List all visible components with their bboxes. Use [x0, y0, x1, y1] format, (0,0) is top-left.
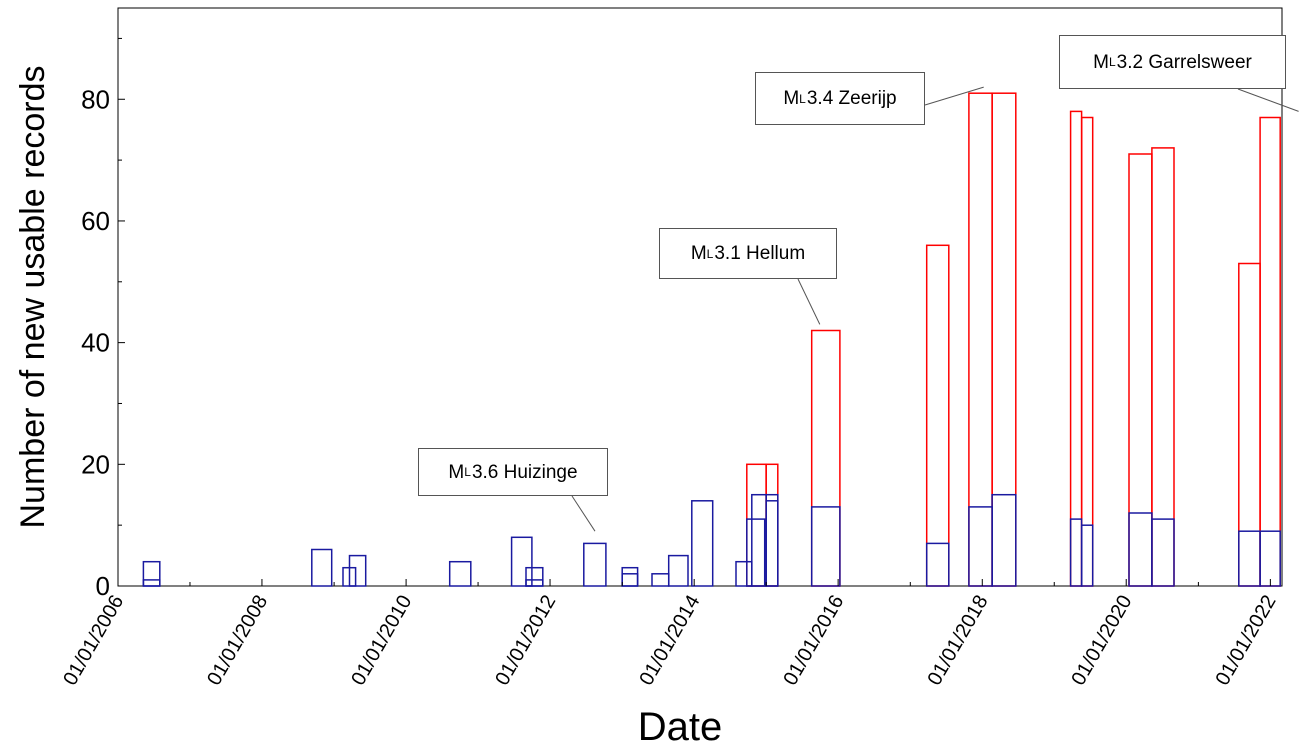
annotation-subscript: L	[1108, 55, 1116, 69]
annotation-prefix: M	[690, 243, 707, 264]
bar-s1-23	[991, 493, 1017, 587]
bar-s1-28	[1238, 530, 1261, 587]
x-tick-label-6: 01/01/2018	[923, 592, 992, 690]
annotation-text: 3.1 Hellum	[714, 243, 806, 264]
bar-s1-25	[1080, 524, 1094, 587]
annotation-leader-0	[571, 495, 596, 532]
annotation-box-1: M L 3.1 Hellum	[659, 228, 837, 279]
bar-s1-22	[968, 506, 993, 587]
bar-s0-3	[925, 244, 950, 587]
bar-s0-0	[746, 463, 767, 587]
bar-s0-9	[1151, 147, 1175, 587]
bar-s0-4	[968, 92, 993, 587]
bar-s0-7	[1080, 116, 1094, 587]
bars-layer	[142, 92, 1281, 587]
bar-s1-10	[621, 566, 639, 587]
bar-s1-26	[1128, 512, 1153, 587]
plot-area-frame	[117, 7, 1283, 587]
bar-s1-1	[142, 579, 161, 587]
annotation-leader-2	[924, 86, 984, 106]
bar-s1-24	[1069, 518, 1083, 587]
bar-s0-10	[1238, 262, 1261, 587]
bar-s0-8	[1128, 153, 1153, 587]
annotation-leaders	[571, 86, 1299, 532]
x-tick-label-2: 01/01/2010	[347, 592, 416, 690]
annotation-prefix: M	[1093, 51, 1109, 73]
annotation-prefix: M	[448, 461, 465, 483]
x-tick-label-7: 01/01/2020	[1067, 592, 1136, 690]
annotation-text: 3.6 Huizinge	[471, 461, 578, 483]
axes-layer: 0 20 40 60 80 01/01/2006 01/01/2008 01/01/2010 0…	[59, 37, 1281, 690]
bar-s0-1	[765, 463, 779, 587]
bar-s1-8	[525, 579, 544, 587]
bar-s1-2	[311, 548, 333, 587]
x-tick-label-5: 01/01/2016	[779, 592, 848, 690]
annotation-text: 3.2 Garrelsweer	[1116, 51, 1252, 73]
x-tick-label-4: 01/01/2014	[635, 592, 704, 690]
y-axis-title: Number of new usable records	[14, 65, 52, 528]
bar-s1-12	[651, 573, 670, 587]
y-tick-label-60: 60	[81, 206, 110, 236]
bar-s1-27	[1151, 518, 1175, 587]
x-tick-label-1: 01/01/2008	[203, 592, 272, 690]
annotation-box-3: M L 3.2 Garrelsweer	[1059, 35, 1286, 89]
y-tick-label-20: 20	[81, 449, 110, 479]
annotation-leader-1	[797, 278, 821, 325]
annotation-box-0: M L 3.6 Huizinge	[418, 448, 608, 496]
bar-s0-11	[1259, 116, 1281, 587]
y-tick-label-40: 40	[81, 328, 110, 358]
y-tick-label-80: 80	[81, 84, 110, 114]
bar-s1-15	[735, 560, 753, 587]
x-tick-label-3: 01/01/2012	[491, 592, 560, 690]
annotation-subscript: L	[464, 465, 471, 479]
y-tick-label-0: 0	[96, 571, 110, 601]
bar-s1-29	[1259, 530, 1281, 587]
bar-s1-6	[510, 536, 533, 587]
bar-s1-11	[621, 573, 639, 587]
annotation-subscript: L	[799, 91, 806, 106]
bar-s1-4	[348, 554, 367, 587]
bar-s0-6	[1069, 110, 1083, 587]
bar-s1-19	[765, 500, 779, 587]
bar-s1-20	[810, 506, 841, 587]
bar-s0-5	[991, 92, 1017, 587]
annotation-text: 3.4 Zeerijp	[806, 88, 897, 109]
x-axis-title: Date	[638, 705, 723, 749]
annotation-leader-3	[1237, 88, 1299, 112]
bar-s1-5	[448, 560, 472, 587]
bar-s1-0	[142, 560, 161, 587]
bar-s1-9	[583, 542, 607, 587]
bar-s1-16	[746, 518, 766, 587]
x-tick-label-8: 01/01/2022	[1212, 592, 1281, 690]
annotation-box-2: M L 3.4 Zeerijp	[755, 72, 925, 125]
annotation-prefix: M	[783, 88, 800, 109]
bar-s1-7	[525, 566, 544, 587]
bar-s0-2	[810, 329, 841, 587]
x-tick-label-0: 01/01/2006	[59, 592, 128, 690]
annotation-subscript: L	[706, 246, 714, 261]
bar-s1-21	[925, 542, 950, 587]
bar-s1-18	[765, 493, 779, 587]
bar-s1-13	[667, 554, 689, 587]
bar-s1-14	[691, 500, 714, 587]
